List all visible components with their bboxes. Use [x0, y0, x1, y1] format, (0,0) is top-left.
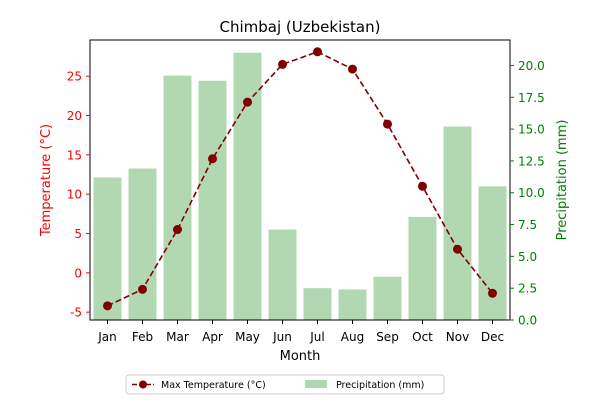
y-left-tick-label: 10	[67, 188, 82, 202]
temp-point-oct	[418, 181, 427, 191]
x-tick-label: Feb	[132, 330, 153, 344]
precip-bar-mar	[163, 75, 192, 321]
y-left-tick-label: 5	[74, 227, 82, 241]
x-tick-label: Dec	[481, 330, 504, 344]
legend-line-marker	[139, 380, 147, 389]
y-right-tick-label: 20.0	[518, 59, 545, 73]
y-left-tick-label: 0	[74, 266, 82, 280]
x-tick-label: Jan	[97, 330, 117, 344]
precip-bar-may	[233, 52, 262, 321]
y-left-tick-label: 15	[67, 148, 82, 162]
precip-bar-oct	[408, 216, 437, 320]
y-left-tick-label: 25	[67, 70, 82, 84]
temp-point-jun	[278, 59, 287, 69]
x-tick-label: Apr	[202, 330, 223, 344]
plot-area: Jan Feb Mar Apr May Jun Jul Aug Sep Oct Nov Dec -5 0 5…	[67, 39, 545, 344]
temp-point-may	[243, 97, 252, 107]
legend-bar-swatch	[305, 380, 327, 388]
plot-frame	[89, 39, 511, 321]
y-right-tick-label: 2.5	[518, 282, 537, 296]
legend-label-precipitation: Precipitation (mm)	[336, 380, 424, 391]
y-right-tick-label: 10.0	[518, 186, 545, 200]
precip-bar-nov	[443, 126, 472, 320]
y-right-tick-label: 7.5	[518, 218, 537, 232]
y-right-tick-label: 5.0	[518, 250, 537, 264]
temp-point-aug	[348, 64, 357, 74]
precip-bar-dec	[478, 186, 507, 320]
legend-label-temperature: Max Temperature (°C)	[161, 380, 266, 391]
temp-point-sep	[383, 119, 392, 129]
precip-bar-jun	[268, 229, 297, 320]
temp-point-dec	[488, 288, 497, 298]
legend-frame	[125, 374, 445, 395]
precip-bar-jul	[303, 288, 332, 320]
x-tick-label: Aug	[341, 330, 364, 344]
y-right-tick-label: 12.5	[518, 154, 545, 168]
y-right-tick-label: 15.0	[518, 123, 545, 137]
x-tick-label: Mar	[166, 330, 189, 344]
y-left-tick-label: 20	[67, 109, 82, 123]
temp-point-mar	[173, 225, 182, 235]
y-right-tick-label: 17.5	[518, 91, 545, 105]
x-tick-label: Jun	[272, 330, 292, 344]
precip-bar-jan	[93, 177, 122, 320]
x-tick-label: Sep	[376, 330, 399, 344]
y-left-tick-label: -5	[70, 306, 82, 320]
y-axis-left-label: Temperature (°C)	[39, 124, 54, 237]
x-tick-label: May	[235, 330, 260, 344]
temp-point-feb	[138, 284, 147, 294]
precip-bar-apr	[198, 80, 227, 321]
x-tick-label: Oct	[412, 330, 433, 344]
y-right-tick-label: 0.0	[518, 314, 537, 328]
x-tick-label: Jul	[309, 330, 324, 344]
temp-point-apr	[208, 154, 217, 164]
x-tick-label: Nov	[446, 330, 469, 344]
legend: Max Temperature (°C) Precipitation (mm)	[125, 374, 445, 395]
x-axis-label: Month	[280, 349, 321, 364]
precip-bar-feb	[128, 168, 157, 320]
temp-point-jan	[103, 301, 112, 311]
chart-title: Chimbaj (Uzbekistan)	[220, 18, 381, 36]
y-axis-right-label: Precipitation (mm)	[555, 120, 570, 241]
temp-point-jul	[313, 47, 322, 57]
temp-point-nov	[453, 244, 462, 254]
precip-bar-aug	[338, 289, 367, 320]
precip-bar-sep	[373, 276, 402, 320]
